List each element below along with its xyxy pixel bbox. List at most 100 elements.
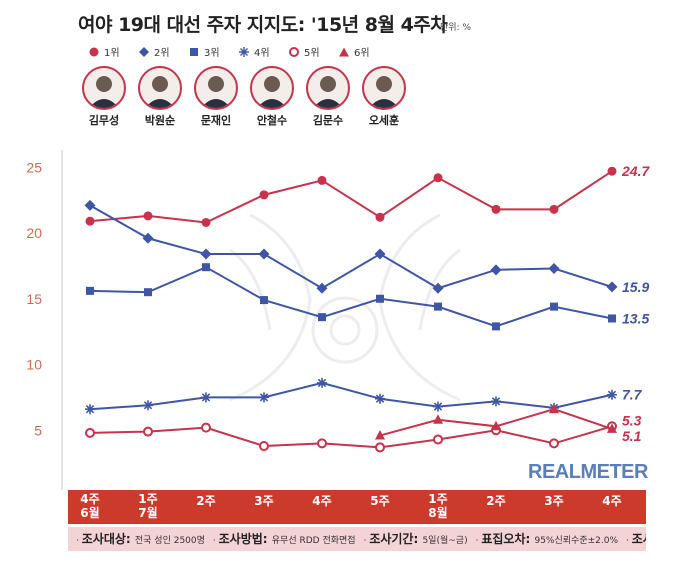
portrait-icon bbox=[194, 66, 238, 110]
y-tick-label: 20 bbox=[26, 225, 42, 241]
circle-open-icon bbox=[289, 46, 299, 57]
data-point bbox=[432, 282, 444, 294]
x-tick-label: 4주 bbox=[602, 494, 621, 508]
series-end-label: 7.7 bbox=[622, 387, 643, 403]
footer-item: · 조사방법: 유무선 RDD 전화면접 bbox=[213, 532, 356, 546]
legend-label: 6위 bbox=[354, 48, 370, 59]
data-point bbox=[201, 422, 211, 433]
footer-item-value: 5일(월~금) bbox=[422, 536, 468, 546]
data-point bbox=[259, 190, 269, 200]
x-tick-label: 2주 bbox=[196, 494, 215, 508]
series-end-label: 13.5 bbox=[622, 310, 649, 326]
candidate-name: 김문수 bbox=[312, 114, 344, 127]
legend-label: 2위 bbox=[154, 48, 170, 59]
data-point bbox=[490, 264, 502, 276]
legend-item-3: 3위 bbox=[188, 44, 220, 59]
portrait-icon bbox=[362, 66, 406, 110]
series-line bbox=[89, 204, 613, 290]
footer-item: · 조사기간: 5일(월~금) bbox=[364, 532, 468, 546]
x-tick-label: 8월 bbox=[428, 505, 447, 520]
data-point bbox=[85, 427, 95, 438]
series-end-label: 5.1 bbox=[622, 428, 642, 444]
data-point bbox=[85, 216, 95, 226]
data-point bbox=[375, 393, 385, 404]
data-point bbox=[606, 281, 618, 293]
data-point bbox=[375, 430, 385, 440]
legend-label: 5위 bbox=[304, 48, 320, 59]
data-point bbox=[549, 438, 559, 449]
data-point bbox=[260, 296, 268, 305]
data-point bbox=[200, 248, 212, 260]
candidate-name: 안철수 bbox=[256, 114, 288, 127]
data-point bbox=[549, 204, 559, 214]
data-point bbox=[259, 441, 269, 452]
data-point bbox=[317, 377, 327, 388]
candidate-name: 김무성 bbox=[88, 114, 120, 127]
footer-item-value: 전국 성인 2500명 bbox=[134, 536, 205, 546]
survey-info-footer: · 조사대상: 전국 성인 2500명 · 조사방법: 유무선 RDD 전화면접 ·… bbox=[68, 527, 646, 551]
data-point bbox=[259, 392, 269, 403]
candidate-name: 오세훈 bbox=[368, 114, 400, 127]
legend-item-1: 1위 bbox=[88, 44, 120, 59]
diamond-icon bbox=[139, 46, 149, 57]
data-point bbox=[84, 199, 96, 211]
data-point bbox=[433, 414, 443, 424]
data-point bbox=[607, 423, 617, 433]
series-end-label: 15.9 bbox=[622, 279, 649, 295]
legend-item-6: 6위 bbox=[338, 44, 370, 59]
series-layer: 24.7 15.9 13.5 7.7 5.35.1 bbox=[84, 163, 650, 453]
footer-item-value: 95%신뢰수준±2.0% bbox=[534, 536, 618, 546]
candidate-6: 오세훈 bbox=[359, 66, 409, 128]
data-point bbox=[433, 173, 443, 183]
data-point bbox=[316, 282, 328, 294]
x-tick-label: 1주 bbox=[138, 492, 157, 506]
y-axis: 5 10 15 20 25 bbox=[26, 150, 63, 490]
candidate-5: 김문수 bbox=[303, 66, 353, 128]
series-end-label: 5.3 bbox=[622, 412, 642, 428]
legend-label: 4위 bbox=[254, 48, 270, 59]
data-point bbox=[608, 314, 616, 323]
x-axis-band-bg bbox=[68, 490, 646, 524]
data-point bbox=[201, 392, 211, 403]
footer-item-label: 조사기관: bbox=[631, 532, 646, 546]
data-point bbox=[202, 263, 210, 272]
candidate-2: 박원순 bbox=[135, 66, 185, 128]
footer-item: · 조사대상: 전국 성인 2500명 bbox=[76, 532, 205, 546]
data-point bbox=[317, 438, 327, 449]
candidate-name: 문재인 bbox=[200, 114, 232, 127]
x-tick-label: 3주 bbox=[544, 494, 563, 508]
data-point bbox=[201, 217, 211, 227]
legend-item-4: 4위 bbox=[238, 44, 270, 59]
footer-item: · 표집오차: 95%신뢰수준±2.0% bbox=[476, 532, 618, 546]
footer-item-label: 조사기간: bbox=[369, 532, 423, 546]
x-tick-label: 3주 bbox=[254, 494, 273, 508]
y-tick-label: 25 bbox=[26, 159, 42, 175]
square-icon bbox=[190, 47, 198, 56]
data-point bbox=[143, 400, 153, 411]
legend-item-2: 2위 bbox=[138, 44, 170, 59]
chart-title: 여야 19대 대선 주자 지지도: '15년 8월 4주차 bbox=[78, 14, 448, 36]
data-point bbox=[85, 404, 95, 415]
data-point bbox=[375, 442, 385, 453]
legend-item-5: 5위 bbox=[288, 44, 320, 59]
data-point bbox=[549, 403, 559, 414]
data-point bbox=[433, 434, 443, 445]
triangle-icon bbox=[339, 47, 349, 56]
footer-item-label: 조사대상: bbox=[81, 532, 135, 546]
data-point bbox=[607, 166, 617, 176]
data-point bbox=[318, 313, 326, 322]
bullet-icon: · bbox=[626, 536, 632, 546]
bullet-icon: · bbox=[76, 536, 82, 546]
x-tick-label: 4주 bbox=[80, 492, 99, 506]
data-point bbox=[144, 288, 152, 297]
data-point bbox=[434, 302, 442, 311]
x-tick-label: 7월 bbox=[138, 505, 157, 520]
x-tick-label: 2주 bbox=[486, 494, 505, 508]
portrait-icon bbox=[82, 66, 126, 110]
series-line bbox=[89, 381, 613, 411]
brand-watermark: REALMETER bbox=[528, 461, 649, 483]
footer-item-label: 표집오차: bbox=[481, 532, 535, 546]
x-tick-label: 4주 bbox=[312, 494, 331, 508]
